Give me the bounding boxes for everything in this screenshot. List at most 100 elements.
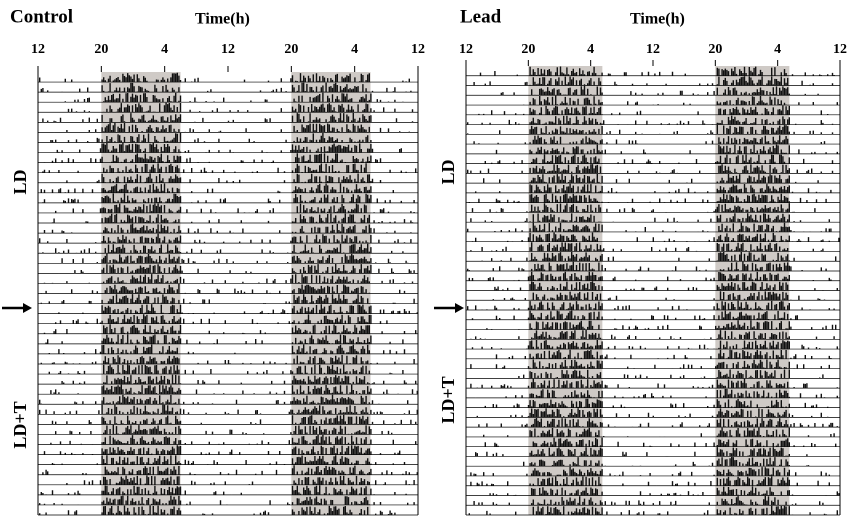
activity-bars xyxy=(48,344,406,354)
activity-bars xyxy=(489,486,840,496)
activity-bars xyxy=(66,173,382,183)
activity-bars xyxy=(45,334,404,344)
activity-bars xyxy=(467,222,832,232)
activity-bars xyxy=(470,378,838,389)
activity-bars xyxy=(478,105,829,115)
activity-bars xyxy=(484,398,829,408)
activity-bars xyxy=(43,324,417,334)
activity-bars xyxy=(495,349,832,359)
activity-bars xyxy=(43,274,414,284)
activity-bars xyxy=(484,154,834,164)
x-tick-label: 4 xyxy=(351,42,358,57)
x-tick-label: 12 xyxy=(31,42,45,57)
x-tick-label: 12 xyxy=(459,42,473,57)
activity-bars xyxy=(64,92,404,103)
activity-bars xyxy=(473,496,824,506)
activity-bars xyxy=(55,425,393,435)
activity-bars xyxy=(486,86,819,96)
activity-bars xyxy=(61,374,417,385)
activity-bars xyxy=(39,505,396,515)
activity-bars xyxy=(492,291,826,301)
activity-bars xyxy=(491,144,838,154)
activity-bars xyxy=(55,203,415,213)
activity-bars xyxy=(40,183,394,193)
activity-bars xyxy=(48,364,404,374)
activity-bars xyxy=(471,310,798,320)
activity-bars xyxy=(43,223,412,234)
x-tick-label: 12 xyxy=(411,42,425,57)
activity-bars xyxy=(467,164,834,174)
activity-bars xyxy=(53,122,417,133)
activity-bars xyxy=(51,213,414,223)
activity-bars xyxy=(523,456,810,467)
activity-bars xyxy=(473,76,834,86)
activity-bars xyxy=(468,271,832,281)
x-tick-label: 12 xyxy=(646,42,660,57)
x-tick-label: 12 xyxy=(833,42,847,57)
panel-title: Control xyxy=(10,6,73,27)
activity-texture xyxy=(466,66,840,516)
panel-title: Lead xyxy=(460,6,502,27)
x-tick-label: 20 xyxy=(521,42,535,57)
activity-bars xyxy=(42,193,415,203)
activity-bars xyxy=(467,115,834,125)
activity-bars xyxy=(471,203,816,213)
activity-bars xyxy=(470,330,835,340)
activity-bars xyxy=(42,465,418,475)
activity-bars xyxy=(475,388,838,398)
activity-bars xyxy=(40,294,415,304)
activity-bars xyxy=(39,495,415,505)
activity-bars xyxy=(470,242,824,252)
activity-bars xyxy=(468,505,838,515)
activity-bars xyxy=(50,435,417,445)
activity-bars xyxy=(66,475,415,485)
activity-bars xyxy=(470,213,830,223)
x-axis-label: Time(h) xyxy=(195,11,250,28)
activity-bars xyxy=(481,252,837,262)
x-tick-label: 20 xyxy=(708,42,722,57)
activity-bars xyxy=(471,232,840,242)
phase-label: LD xyxy=(10,169,30,194)
activity-bars xyxy=(467,261,827,271)
activity-bars xyxy=(67,102,414,113)
activity-bars xyxy=(39,72,410,83)
activity-bars xyxy=(43,445,401,455)
activity-bars xyxy=(43,153,382,163)
arrow-head xyxy=(23,303,32,313)
activity-bars xyxy=(483,173,819,184)
activity-bars xyxy=(58,304,418,314)
activity-bars xyxy=(479,66,835,76)
activity-bars xyxy=(51,455,406,465)
x-tick-label: 20 xyxy=(94,42,108,57)
x-tick-label: 12 xyxy=(221,42,235,57)
arrow-head xyxy=(455,303,464,313)
activity-bars xyxy=(39,394,409,405)
activity-bars xyxy=(42,163,417,173)
activity-bars xyxy=(40,485,407,495)
activity-bars xyxy=(470,359,830,369)
activity-bars xyxy=(50,133,372,143)
x-tick-label: 4 xyxy=(161,42,168,57)
activity-bars xyxy=(56,143,402,153)
activity-bars xyxy=(478,418,838,428)
activity-bars xyxy=(494,281,838,291)
x-tick-label: 4 xyxy=(774,42,781,57)
x-tick-label: 20 xyxy=(284,42,298,57)
activity-bars xyxy=(468,193,827,203)
activity-bars xyxy=(523,95,838,105)
activity-bars xyxy=(40,284,406,294)
x-axis-label: Time(h) xyxy=(630,11,685,28)
activity-bars xyxy=(55,314,388,324)
activity-bars xyxy=(61,253,409,264)
activity-bars xyxy=(40,82,412,93)
activity-bars xyxy=(51,414,417,425)
activity-bars xyxy=(475,183,835,193)
activity-bars xyxy=(39,404,418,415)
activity-bars xyxy=(471,340,838,350)
activity-bars xyxy=(486,320,837,330)
phase-label: LD+T xyxy=(10,401,30,448)
activity-bars xyxy=(473,437,837,447)
activity-bars xyxy=(467,125,834,135)
x-tick-label: 4 xyxy=(587,42,594,57)
activity-bars xyxy=(40,354,415,364)
